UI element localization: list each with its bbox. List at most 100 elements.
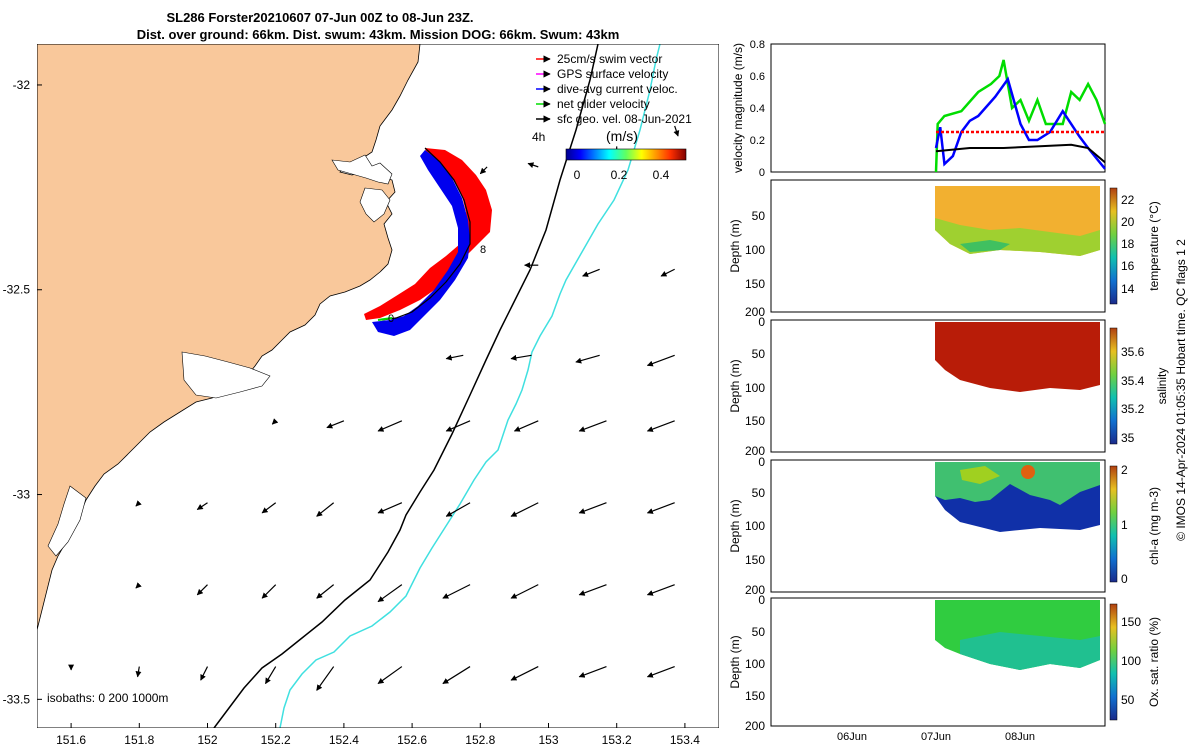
temperature-label: temperature (°C) <box>1147 201 1161 291</box>
salinity-section <box>935 322 1100 392</box>
ox-ytick: 150 <box>745 689 765 703</box>
chl-cbar-tick: 2 <box>1121 463 1128 477</box>
velocity-y-tick: 0.4 <box>750 103 765 115</box>
legend-label: dive-avg current veloc. <box>557 82 678 96</box>
sal-cbar-tick: 35.6 <box>1121 345 1145 359</box>
geo-velocity-arrow <box>316 666 335 691</box>
oxygen-lower <box>960 632 1100 670</box>
ox-cbar-tick: 50 <box>1121 693 1135 707</box>
oxygen-colorbar <box>1109 603 1118 721</box>
chl-patch <box>960 466 1000 484</box>
geo-velocity-arrow <box>575 354 600 364</box>
geo-velocity-arrow <box>261 584 277 599</box>
map-y-tick-label: -32.5 <box>3 283 31 297</box>
geo-velocity-arrow <box>442 666 471 685</box>
map-x-tick-label: 151.6 <box>56 733 86 747</box>
track-label-0: 0 <box>388 313 394 325</box>
ox-cbar-tick: 150 <box>1121 615 1141 629</box>
velocity-y-tick: 0.2 <box>750 135 765 147</box>
isobaths-label: isobaths: 0 200 1000m <box>47 691 168 705</box>
temp-cbar-tick: 16 <box>1121 259 1135 273</box>
sal-ytick: 0 <box>758 315 765 329</box>
geo-velocity-arrow <box>200 666 209 681</box>
coastal-lake <box>181 351 271 399</box>
temperature-colorbar <box>1109 187 1118 305</box>
legend-label: GPS surface velocity <box>557 67 668 81</box>
geo-velocity-arrow <box>479 166 488 175</box>
velocity-y-ticks: 0 0.2 0.4 0.6 0.8 <box>750 39 765 179</box>
sal-ytick: 100 <box>745 381 765 395</box>
geo-velocity-arrow <box>646 354 675 367</box>
chl-cbar-tick: 0 <box>1121 572 1128 586</box>
geo-velocity-arrow <box>646 666 675 678</box>
chl-maximum-patch <box>1021 465 1035 479</box>
map-x-tick-label: 153.2 <box>602 733 632 747</box>
geo-velocity-arrow <box>673 125 680 137</box>
coastal-lake <box>47 485 87 557</box>
geo-velocity-arrow <box>316 584 335 599</box>
temp-ytick: 50 <box>752 209 766 223</box>
geo-vector-field <box>68 125 680 691</box>
map-x-tick-label: 152 <box>197 733 217 747</box>
map-cbar-tick: 0 <box>574 168 581 182</box>
temp-ytick: 200 <box>745 305 765 319</box>
velocity-axes <box>770 43 1106 173</box>
ox-ytick: 50 <box>752 625 766 639</box>
sal-cbar-tick: 35.4 <box>1121 374 1145 388</box>
temp-ytick: 100 <box>745 243 765 257</box>
salinity-colorbar <box>1109 327 1118 445</box>
time-tick: 07Jun <box>921 731 951 743</box>
glider-track <box>381 147 471 321</box>
temp-cbar-tick: 22 <box>1121 193 1135 207</box>
map-x-tick-label: 152.6 <box>397 733 427 747</box>
geo-velocity-arrow <box>445 502 471 517</box>
geo-velocity-arrow <box>445 354 464 361</box>
map-colorbar <box>565 148 687 161</box>
depth-ylabel: Depth (m) <box>728 359 742 412</box>
ox-ytick: 200 <box>745 719 765 733</box>
chl-colorbar <box>1109 465 1118 583</box>
chl-label: chl-a (mg m-3) <box>1147 487 1161 565</box>
geo-velocity-arrow <box>377 666 403 685</box>
sal-cbar-tick: 35.2 <box>1121 402 1145 416</box>
geo-velocity-arrow <box>646 584 675 596</box>
map-x-tick-label: 151.8 <box>124 733 154 747</box>
map-x-tick-label: 153 <box>538 733 558 747</box>
temperature-deep <box>960 240 1010 252</box>
coastal-lake <box>331 154 393 185</box>
salinity-label: salinity <box>1155 368 1169 405</box>
map-cbar-tick: 0.4 <box>653 168 670 182</box>
sal-ytick: 50 <box>752 347 766 361</box>
title-line-2: Dist. over ground: 66km. Dist. swum: 43k… <box>137 27 620 42</box>
velocity-series-line <box>935 143 1106 164</box>
isobath-1000m <box>279 44 661 728</box>
track-label-8: 8 <box>480 244 486 256</box>
geo-velocity-arrow <box>442 584 471 599</box>
chl-cbar-tick: 1 <box>1121 518 1128 532</box>
geo-velocity-arrow <box>135 666 142 678</box>
geo-velocity-arrow <box>261 502 277 514</box>
map-x-tick-label: 152.8 <box>465 733 495 747</box>
geo-velocity-arrow <box>646 502 675 514</box>
geo-velocity-arrow <box>646 420 675 432</box>
map-x-tick-label: 153.4 <box>670 733 700 747</box>
velocity-ylabel: velocity magnitude (m/s) <box>731 43 745 173</box>
legend-label: net glider velocity <box>557 97 650 111</box>
geo-velocity-arrow <box>377 420 403 432</box>
ox-cbar-tick: 100 <box>1121 654 1141 668</box>
depth-ylabel: Depth (m) <box>728 499 742 552</box>
map-x-tick-label: 152.4 <box>329 733 359 747</box>
sal-ytick: 150 <box>745 414 765 428</box>
time-tick: 08Jun <box>1005 731 1035 743</box>
velocity-y-tick: 0.6 <box>750 71 765 83</box>
ox-ytick: 100 <box>745 657 765 671</box>
geo-velocity-arrow <box>271 418 279 425</box>
geo-velocity-arrow <box>196 502 208 511</box>
time-tick: 06Jun <box>837 731 867 743</box>
geo-velocity-arrow <box>445 420 471 432</box>
geo-velocity-arrow <box>377 502 403 514</box>
coastal-lake <box>359 187 391 223</box>
velocity-series-line <box>934 59 1107 173</box>
